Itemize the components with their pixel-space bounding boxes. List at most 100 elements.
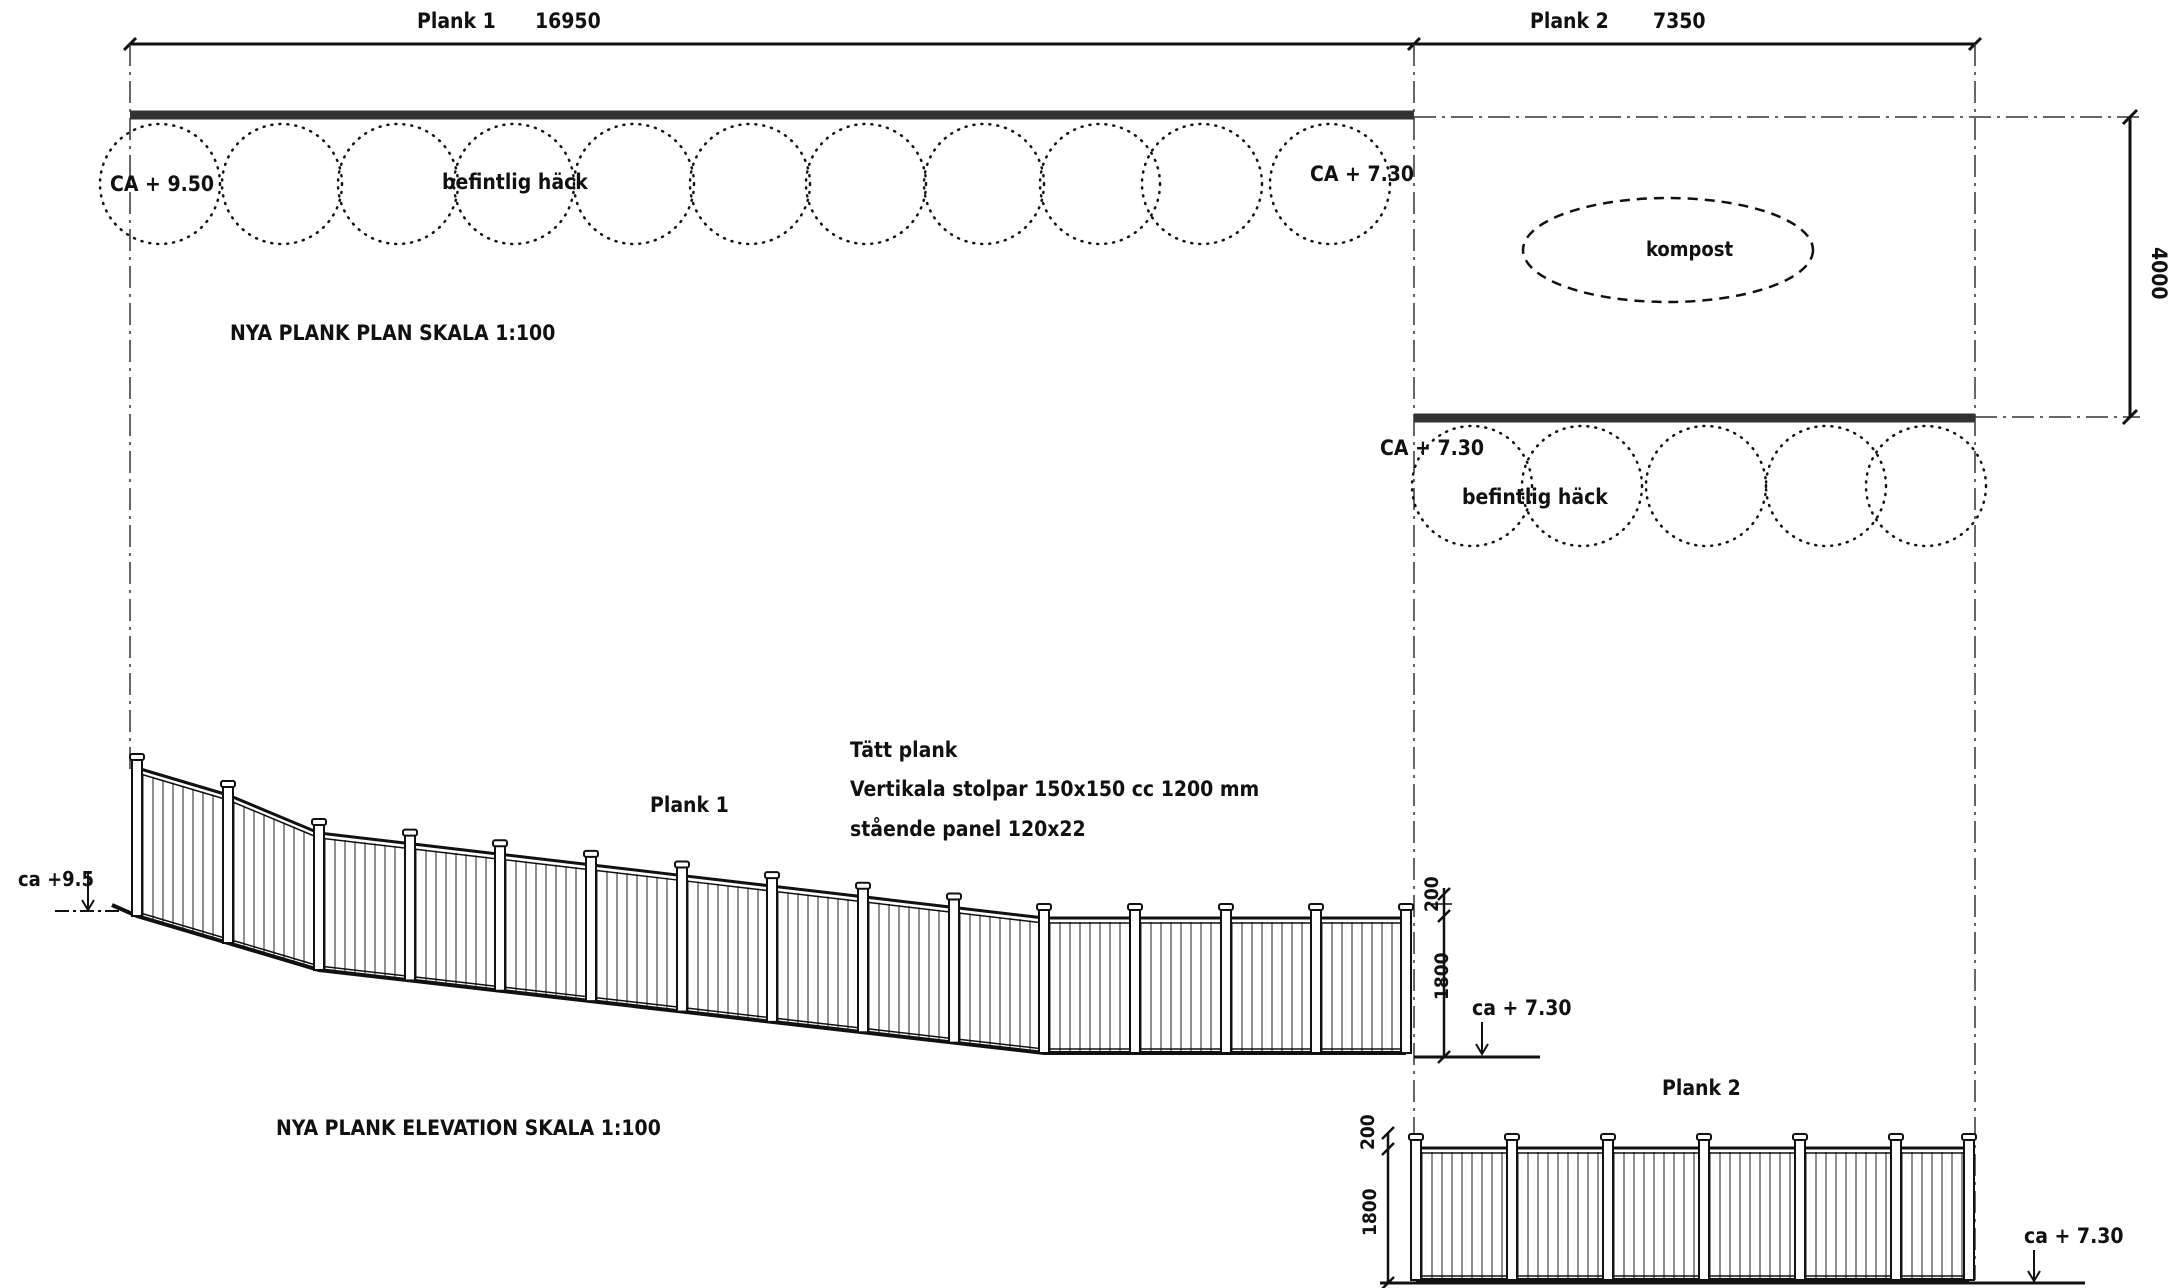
fence-post (1310, 907, 1322, 1054)
top-rail (681, 874, 773, 888)
top-rail-inner (136, 772, 229, 801)
bottom-rail (771, 1017, 864, 1030)
elev-level-right: ca + 7.30 (1472, 996, 1572, 1020)
fence-panel (1316, 916, 1406, 1051)
top-rail-inner (771, 890, 864, 903)
fence-post (313, 822, 325, 971)
post-cap (1308, 903, 1324, 911)
post-cap (1218, 903, 1234, 911)
fence-post (1794, 1137, 1806, 1281)
bottom-rail (590, 996, 683, 1009)
fence-panel (409, 842, 501, 988)
existing-hedge-bottom (1410, 424, 1988, 548)
fence-panel (1800, 1146, 1896, 1278)
plan-level-lower: CA + 7.30 (1380, 436, 1484, 460)
post-cap (1036, 903, 1052, 911)
dim-height-p2: 1800 (1359, 1188, 1381, 1236)
top-dimension-line (122, 36, 1983, 52)
fence-panel (1512, 1146, 1608, 1278)
depth-dim-value: 4000 (2147, 247, 2171, 300)
fence-post (1038, 907, 1050, 1054)
fence-post (1963, 1137, 1975, 1281)
post-cap (311, 818, 327, 826)
post-cap (1696, 1133, 1712, 1141)
post-cap (1398, 903, 1414, 911)
fence-post (766, 875, 778, 1023)
fence-panel (1608, 1146, 1704, 1278)
plan-level-left: CA + 9.50 (110, 172, 214, 196)
existing-hedge-top (98, 122, 1392, 246)
fence-panel (1135, 916, 1226, 1051)
ground-line (111, 903, 1406, 1055)
post-cap (1600, 1133, 1616, 1141)
bottom-rail (499, 985, 592, 998)
plank2-dim-name: Plank 2 (1530, 9, 1609, 33)
fence-panel (1896, 1146, 1969, 1278)
hedge-label-bottom: befintlig häck (1462, 485, 1608, 509)
dim-top-rail-p2: 200 (1357, 1114, 1379, 1150)
fence-panel (1416, 1146, 1512, 1278)
top-rail-inner (409, 847, 501, 860)
elevation-title: NYA PLANK ELEVATION SKALA 1:100 (276, 1116, 661, 1140)
compost-label: kompost (1646, 237, 1733, 261)
post-cap (402, 828, 418, 837)
hedge-label-top: befintlig häck (442, 170, 588, 194)
bottom-rail (681, 1006, 773, 1019)
fence-post (131, 757, 143, 917)
plank2-elevation-fence (1408, 1133, 1977, 1282)
post-cap (1961, 1133, 1977, 1141)
top-rail-inner (227, 799, 320, 839)
post-cap (946, 892, 962, 901)
compost-area (1521, 196, 1815, 304)
fence-post (1698, 1137, 1710, 1281)
post-cap (492, 839, 508, 848)
level-marker-plank2 (2027, 1250, 2041, 1283)
fence-panel (1044, 916, 1135, 1051)
top-rail (318, 831, 411, 846)
level-marker-right (1475, 1022, 1489, 1056)
elevation-view: Tätt plank Vertikala stolpar 150x150 cc … (18, 738, 2124, 1288)
fence-post (585, 853, 597, 1003)
bottom-rail (409, 975, 501, 988)
plank1-elev-label: Plank 1 (650, 793, 729, 817)
note-line-3: stående panel 120x22 (850, 816, 1086, 841)
bottom-rail (227, 938, 320, 967)
fence-post (1129, 907, 1141, 1054)
fence-post (857, 885, 869, 1034)
note-line-1: Tätt plank (850, 738, 958, 762)
fence-post (404, 832, 416, 982)
post-cap (855, 881, 871, 890)
top-rail-inner (862, 901, 955, 914)
top-rail (136, 766, 229, 797)
top-rail (409, 842, 501, 856)
dim-height: 1800 (1431, 952, 1453, 1000)
post-cap (764, 871, 780, 880)
fence-panel (1704, 1146, 1800, 1278)
post-cap (583, 849, 599, 858)
fence-panel (862, 895, 955, 1041)
top-rail (862, 895, 955, 909)
top-rail (590, 863, 683, 878)
post-cap (220, 780, 236, 788)
fence-post (1506, 1137, 1518, 1281)
depth-dimension (2121, 108, 2139, 426)
fence-panel (318, 831, 411, 978)
top-rail (227, 793, 320, 835)
top-rail (953, 905, 1045, 920)
fence-post (1220, 907, 1232, 1054)
fence-post (948, 896, 960, 1044)
plank2-dim-length: 7350 (1653, 9, 1706, 33)
note-line-2: Vertikala stolpar 150x150 cc 1200 mm (850, 777, 1259, 801)
top-rail (499, 852, 592, 867)
post-cap (674, 860, 690, 869)
plan-title: NYA PLANK PLAN SKALA 1:100 (230, 321, 555, 345)
extension-lines (129, 44, 2140, 1280)
plank1-dim-length: 16950 (535, 9, 601, 33)
fence-post (494, 843, 506, 992)
bottom-rail (953, 1037, 1045, 1050)
height-dimension-plank2 (1381, 1126, 1395, 1288)
fence-panel (227, 793, 320, 967)
post-cap (1408, 1133, 1424, 1141)
fence-panel (771, 884, 864, 1030)
